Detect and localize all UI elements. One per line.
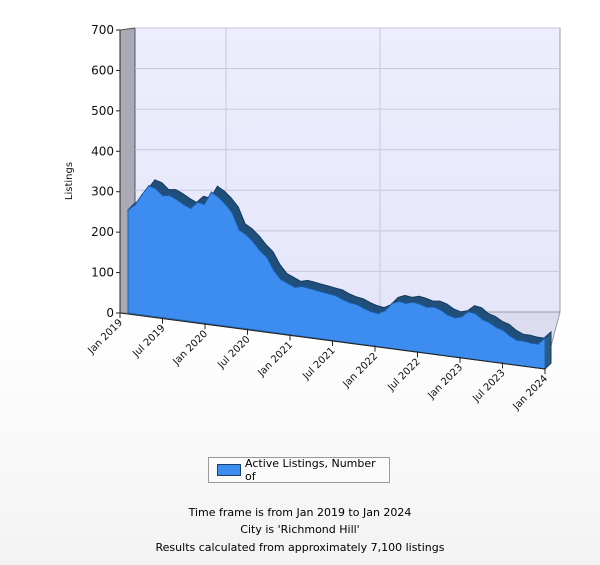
data-point — [481, 318, 484, 321]
footer-city: City is 'Richmond Hill' — [240, 523, 360, 536]
data-point — [426, 306, 428, 308]
legend: Active Listings, Number of — [208, 457, 390, 483]
data-point — [412, 301, 414, 304]
x-tick-label: Jan 2019 — [85, 317, 125, 357]
data-point — [252, 241, 254, 243]
data-point — [314, 289, 317, 292]
x-tick-label: Jul 2019 — [130, 323, 167, 360]
data-point — [460, 316, 463, 318]
area-right-cap — [544, 330, 552, 371]
data-point — [321, 291, 324, 293]
x-tick-label: Jul 2021 — [300, 345, 337, 382]
data-point — [495, 326, 498, 329]
x-tick-label: Jan 2024 — [510, 373, 550, 413]
data-point — [544, 337, 546, 339]
data-point — [203, 203, 206, 206]
y-tick-label: 200 — [91, 225, 114, 239]
data-point — [419, 303, 421, 306]
data-point — [210, 191, 213, 193]
footer-timeframe: Time frame is from Jan 2019 to Jan 2024 — [188, 506, 412, 519]
data-point — [516, 339, 518, 342]
data-point — [370, 310, 373, 313]
data-point — [300, 285, 303, 288]
y-tick-label: 0 — [106, 306, 114, 320]
data-point — [273, 269, 275, 272]
y-tick-label: 700 — [91, 23, 114, 37]
gridlines — [135, 27, 560, 312]
data-point — [141, 194, 143, 196]
x-tick-label: Jul 2020 — [215, 334, 252, 371]
data-point — [509, 335, 512, 338]
data-point — [363, 307, 366, 310]
data-point — [134, 204, 136, 206]
data-point — [287, 282, 289, 285]
x-tick-label: Jan 2023 — [425, 362, 465, 402]
data-point — [189, 207, 192, 210]
area-series-active-listings — [127, 185, 546, 370]
data-point — [537, 343, 539, 345]
data-point — [168, 194, 171, 197]
data-point — [175, 198, 178, 201]
y-axis-label: Listings — [64, 162, 75, 200]
y-tick-label: 100 — [91, 266, 114, 280]
data-point — [182, 203, 185, 206]
data-point — [377, 312, 380, 315]
data-point — [349, 302, 352, 304]
data-point — [356, 304, 359, 306]
data-point — [391, 302, 393, 305]
y-axis: 0 100 200 300 400 500 600 700 — [91, 23, 121, 320]
data-point — [217, 196, 220, 198]
x-tick-label: Jan 2022 — [340, 351, 380, 391]
x-tick-label: Jan 2021 — [255, 340, 295, 380]
legend-label: Active Listings, Number of — [245, 457, 376, 483]
y-tick-label: 500 — [91, 104, 114, 118]
data-point — [307, 287, 310, 290]
data-point — [280, 278, 282, 281]
data-point — [127, 209, 129, 211]
data-point — [294, 286, 296, 289]
x-tick-label: Jul 2022 — [385, 357, 422, 394]
y-tick-label: 600 — [91, 63, 114, 77]
data-point — [433, 306, 435, 308]
data-point — [266, 256, 268, 259]
y-tick-label: 400 — [91, 144, 114, 158]
data-point — [155, 187, 157, 190]
data-point — [502, 329, 505, 332]
data-point — [342, 299, 345, 301]
data-point — [161, 194, 164, 197]
data-point — [530, 342, 532, 344]
data-point — [405, 302, 407, 305]
data-point — [467, 310, 470, 313]
data-point — [148, 185, 150, 187]
data-point — [398, 300, 400, 303]
x-tick-label: Jan 2020 — [170, 329, 210, 369]
data-point — [384, 309, 386, 312]
data-point — [238, 229, 240, 231]
data-point — [259, 249, 261, 252]
data-point — [224, 203, 227, 205]
data-point — [245, 234, 247, 236]
data-point — [231, 212, 234, 214]
data-point — [523, 340, 525, 343]
legend-swatch — [217, 464, 241, 476]
data-point — [446, 314, 449, 316]
data-point — [453, 317, 456, 319]
data-point — [439, 309, 442, 311]
data-point — [488, 321, 491, 324]
y-tick-label: 300 — [91, 185, 114, 199]
data-point — [335, 295, 338, 297]
x-tick-label: Jul 2023 — [470, 368, 507, 405]
footer-count: Results calculated from approximately 7,… — [155, 541, 445, 554]
data-point — [196, 201, 199, 204]
data-point — [328, 293, 331, 295]
data-point — [474, 312, 477, 315]
area-series — [127, 179, 552, 371]
